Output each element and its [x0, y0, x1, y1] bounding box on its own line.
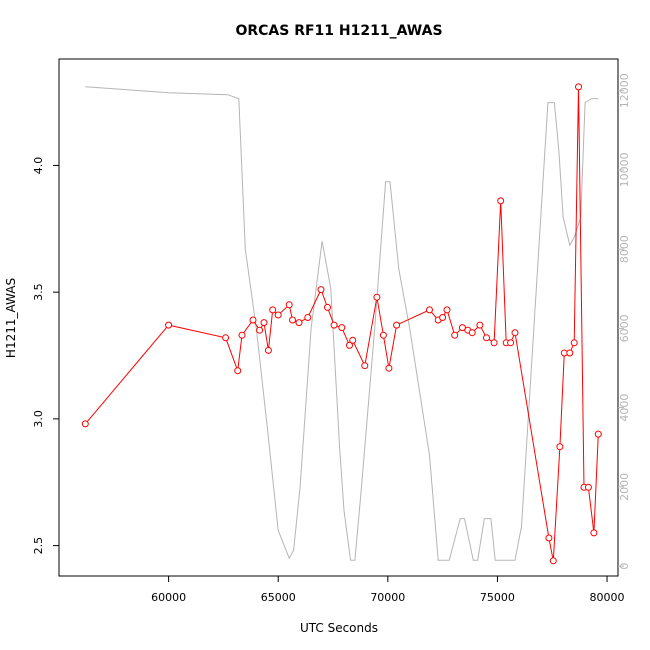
data-point [439, 314, 447, 321]
y-tick-label: 3.0 [32, 410, 45, 428]
data-point [324, 303, 331, 311]
data-point [385, 364, 393, 372]
y2-tick-label: 4000 [618, 394, 631, 422]
data-point [497, 197, 505, 205]
data-point [304, 314, 312, 321]
data-point [379, 331, 387, 339]
series-layer [81, 83, 602, 565]
data-point [289, 316, 296, 324]
y2-tick-label: 10000 [618, 152, 631, 187]
y-axis-right: 0 2000 4000 6000 8000 10000 12000 [618, 73, 631, 570]
data-point [222, 334, 230, 342]
y-tick-label: 2.5 [32, 537, 45, 555]
data-point [556, 443, 564, 451]
data-point [264, 346, 272, 354]
y-axis-left: 2.5 3.0 3.5 4.0 [32, 157, 59, 555]
y2-tick-label: 8000 [618, 235, 631, 263]
data-point [590, 529, 598, 537]
x-tick-label: 65000 [261, 591, 296, 604]
data-point [549, 557, 557, 565]
data-point [483, 334, 490, 342]
data-point [458, 324, 466, 332]
data-point [468, 329, 476, 337]
data-point [570, 339, 578, 347]
data-point [260, 319, 268, 327]
data-point [373, 293, 381, 301]
x-tick-label: 80000 [590, 591, 625, 604]
data-point [285, 301, 293, 309]
data-point [249, 316, 257, 324]
x-tick-label: 70000 [370, 591, 405, 604]
data-point [317, 286, 325, 294]
data-point [165, 321, 173, 329]
data-point [594, 430, 602, 438]
data-point [393, 321, 401, 329]
data-point [81, 420, 89, 428]
data-point [507, 339, 515, 347]
data-point [295, 319, 303, 327]
x-tick-label: 75000 [480, 591, 515, 604]
y-axis-title: H1211_AWAS [4, 278, 18, 358]
y-tick-label: 4.0 [32, 157, 45, 175]
data-point [338, 324, 346, 332]
data-point [451, 331, 459, 339]
data-point [361, 362, 369, 370]
data-point [330, 321, 338, 329]
x-tick-label: 60000 [151, 591, 186, 604]
data-point [575, 83, 582, 91]
plot-frame [58, 58, 619, 577]
data-point [256, 326, 264, 334]
data-point [443, 306, 451, 314]
y2-tick-label: 2000 [618, 473, 631, 501]
data-point [234, 367, 242, 375]
red-series-line [84, 86, 599, 561]
data-point [274, 311, 282, 319]
data-point [584, 483, 592, 491]
data-point [511, 329, 519, 337]
y2-tick-label: 0 [618, 563, 631, 570]
data-point [566, 349, 574, 357]
x-axis: 60000 65000 70000 75000 80000 [151, 576, 625, 604]
data-point [490, 339, 498, 347]
data-point [426, 306, 433, 314]
x-axis-title: UTC Seconds [300, 621, 378, 635]
data-point [346, 341, 353, 349]
y2-tick-label: 6000 [618, 314, 631, 342]
data-point [349, 336, 357, 344]
data-point [476, 321, 484, 329]
gray-series-line [85, 86, 599, 561]
data-point [545, 534, 553, 542]
data-point [269, 306, 277, 314]
y-tick-label: 3.5 [32, 283, 45, 301]
y2-tick-label: 12000 [618, 73, 631, 108]
chart-title: ORCAS RF11 H1211_AWAS [235, 23, 442, 39]
data-point [238, 331, 246, 339]
